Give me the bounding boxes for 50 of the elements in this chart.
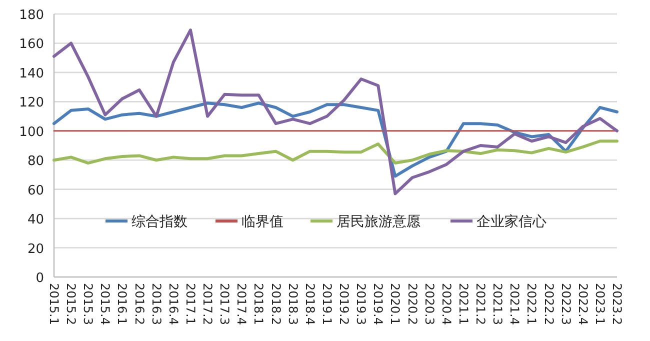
x-tick-label: 2017.3	[218, 283, 232, 325]
x-tick-label: 2016.4	[166, 283, 180, 325]
x-tick-label: 2021.2	[474, 283, 488, 325]
x-tick-label: 2020.3	[422, 283, 436, 325]
x-tick-label: 2022.4	[576, 283, 590, 325]
x-tick-label: 2018.1	[252, 283, 266, 325]
y-tick-label: 120	[19, 96, 44, 111]
y-tick-label: 20	[27, 242, 44, 257]
x-tick-label: 2016.1	[115, 283, 130, 325]
legend-label: 综合指数	[132, 214, 188, 230]
x-tick-label: 2017.4	[234, 283, 249, 325]
x-tick-label: 2021.1	[456, 283, 470, 325]
x-tick-label: 2015.1	[47, 283, 61, 325]
x-tick-label: 2021.3	[490, 283, 505, 325]
y-tick-label: 0	[36, 271, 44, 286]
x-tick-label: 2020.4	[439, 283, 454, 325]
x-tick-label: 2019.1	[320, 283, 334, 325]
x-tick-label: 2020.2	[405, 283, 420, 325]
x-tick-label: 2018.4	[302, 283, 317, 325]
x-tick-label: 2020.1	[388, 283, 402, 325]
x-tick-label: 2019.2	[337, 283, 352, 325]
y-tick-label: 60	[27, 183, 44, 198]
x-tick-label: 2022.3	[558, 283, 573, 325]
x-tick-label: 2018.2	[268, 283, 283, 325]
x-tick-label: 2023.2	[610, 283, 624, 325]
x-tick-label: 2017.1	[183, 283, 198, 325]
x-tick-label: 2015.3	[81, 283, 96, 325]
x-tick-label: 2019.4	[371, 283, 386, 325]
y-tick-label: 40	[27, 212, 44, 228]
x-tick-label: 2022.1	[524, 283, 539, 325]
x-tick-label: 2016.3	[149, 283, 164, 325]
x-tick-label: 2015.2	[64, 283, 78, 325]
legend-label: 临界值	[242, 214, 284, 230]
y-tick-label: 80	[27, 154, 44, 170]
legend-label: 企业家信心	[476, 214, 546, 230]
x-tick-label: 2017.2	[200, 283, 215, 325]
x-tick-label: 2016.2	[132, 283, 146, 325]
line-series	[52, 140, 618, 165]
x-tick-label: 2021.4	[508, 283, 522, 325]
x-tick-label: 2019.3	[354, 283, 368, 325]
x-tick-label: 2015.4	[98, 283, 112, 325]
legend-label: 居民旅游意愿	[336, 214, 420, 230]
line-series	[52, 28, 618, 196]
x-tick-label: 2022.2	[542, 283, 556, 325]
y-tick-label: 160	[19, 37, 44, 52]
y-tick-label: 100	[19, 124, 44, 140]
x-tick-label: 2018.3	[286, 283, 300, 325]
y-tick-label: 180	[19, 8, 44, 23]
x-tick-label: 2023.1	[592, 283, 607, 325]
y-tick-label: 140	[19, 66, 44, 82]
